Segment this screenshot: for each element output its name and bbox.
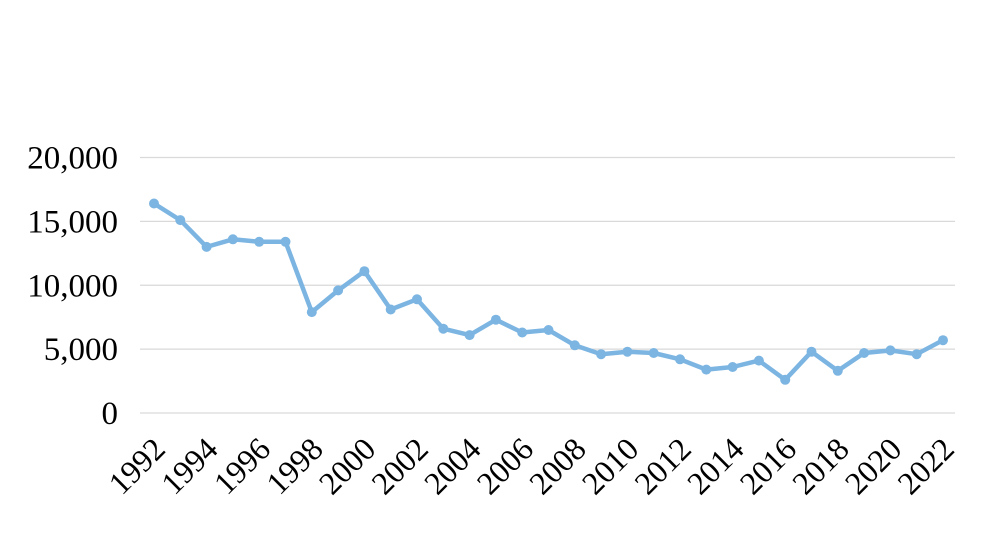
data-point-marker (622, 346, 633, 357)
data-point-marker (306, 307, 317, 318)
data-point-marker (780, 374, 791, 385)
y-tick-label: 0 (102, 396, 119, 432)
data-point-marker (149, 198, 159, 209)
data-point-marker (832, 365, 843, 376)
data-point-marker (438, 323, 449, 334)
x-tick-label: 2020 (838, 430, 909, 501)
x-tick-label: 2022 (890, 430, 961, 501)
data-point-marker (201, 241, 212, 252)
data-point-marker (648, 348, 659, 358)
x-tick-label: 1998 (259, 430, 330, 501)
data-point-marker (753, 355, 764, 366)
x-tick-label: 2000 (312, 430, 383, 501)
data-point-marker (859, 348, 870, 358)
x-tick-label: 2010 (575, 430, 646, 501)
series-line (151, 201, 946, 383)
data-point-marker (517, 327, 528, 338)
x-tick-label: 2014 (680, 430, 751, 501)
x-tick-label: 2018 (785, 430, 856, 501)
data-point-marker (412, 294, 422, 305)
data-point-marker (727, 362, 738, 372)
x-tick-label: 2012 (627, 430, 698, 501)
x-tick-label: 2008 (522, 430, 593, 501)
data-point-marker (464, 330, 475, 341)
data-point-marker (806, 346, 817, 357)
data-point-marker (333, 285, 344, 296)
data-point-marker (359, 266, 370, 277)
x-tick-label: 1996 (206, 430, 277, 501)
data-point-marker (254, 236, 265, 247)
x-tick-label: 2004 (417, 430, 488, 501)
y-tick-label: 20,000 (27, 141, 118, 177)
data-point-marker (227, 234, 238, 245)
data-point-marker (490, 314, 501, 325)
data-point-marker (911, 349, 922, 360)
x-tick-label: 2002 (364, 430, 435, 501)
data-point-marker (675, 354, 685, 365)
data-point-marker (280, 236, 291, 247)
data-point-marker (569, 340, 580, 351)
data-point-marker (938, 335, 948, 346)
data-point-marker (885, 345, 896, 356)
data-point-marker (543, 325, 554, 335)
y-tick-label: 10,000 (27, 268, 118, 304)
x-tick-label: 2016 (732, 430, 803, 501)
data-point-marker (701, 364, 712, 375)
y-tick-label: 5,000 (44, 332, 118, 368)
x-tick-label: 2006 (469, 430, 540, 501)
x-tick-label: 1992 (101, 430, 172, 501)
y-tick-label: 15,000 (27, 204, 118, 240)
data-point-marker (175, 215, 186, 226)
data-point-marker (385, 304, 396, 315)
data-point-marker (596, 349, 607, 360)
x-tick-label: 1994 (154, 430, 225, 501)
